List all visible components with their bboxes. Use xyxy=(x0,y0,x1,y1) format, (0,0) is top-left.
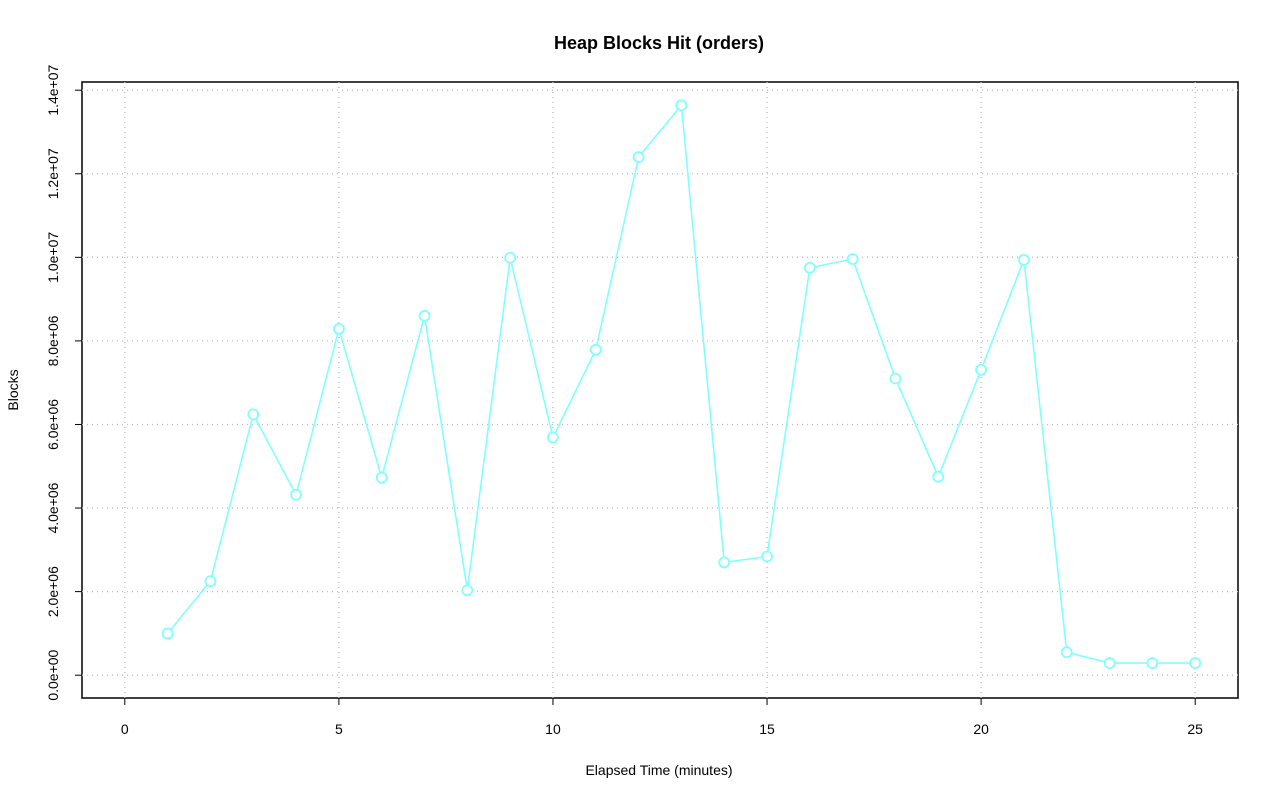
data-point xyxy=(803,261,816,274)
data-point xyxy=(632,151,645,163)
y-tick-label: 0.0e+00 xyxy=(45,649,61,700)
data-point xyxy=(1189,657,1202,669)
data-point xyxy=(846,253,859,265)
y-axis-label: Blocks xyxy=(5,369,21,410)
y-tick-label: 1.2e+07 xyxy=(45,148,61,199)
data-line xyxy=(167,103,1196,664)
x-axis-label: Elapsed Time (minutes) xyxy=(585,762,732,778)
data-point xyxy=(1060,646,1073,659)
x-tick-label: 20 xyxy=(973,721,989,737)
data-point xyxy=(1018,253,1030,266)
data-point xyxy=(504,251,517,264)
data-point xyxy=(290,488,302,501)
y-tick-label: 4.0e+06 xyxy=(45,482,61,533)
x-tick-label: 5 xyxy=(335,721,343,737)
data-point xyxy=(1103,657,1116,669)
data-point xyxy=(247,408,260,421)
data-point xyxy=(204,575,217,588)
y-tick-label: 1.0e+07 xyxy=(45,232,61,283)
data-point xyxy=(589,343,602,356)
data-point xyxy=(718,556,731,569)
data-point xyxy=(1146,657,1159,669)
x-tick-label: 15 xyxy=(759,721,775,737)
y-tick-label: 6.0e+06 xyxy=(45,399,61,450)
data-point xyxy=(161,627,174,640)
data-point xyxy=(375,471,388,484)
chart-title: Heap Blocks Hit (orders) xyxy=(554,33,764,53)
data-point xyxy=(761,550,773,563)
data-point xyxy=(675,99,688,112)
y-tick-label: 1.4e+07 xyxy=(45,64,61,115)
data-point xyxy=(932,470,945,483)
plot-frame xyxy=(81,81,1239,699)
data-point xyxy=(889,372,902,385)
data-point xyxy=(418,309,431,322)
y-tick-label: 8.0e+06 xyxy=(45,315,61,366)
data-point xyxy=(547,431,559,444)
x-tick-label: 25 xyxy=(1187,721,1203,737)
data-point xyxy=(332,322,345,335)
x-tick-label: 0 xyxy=(121,721,129,737)
data-point xyxy=(975,363,988,376)
x-tick-label: 10 xyxy=(545,721,561,737)
data-point xyxy=(461,584,474,597)
y-tick-label: 2.0e+06 xyxy=(45,566,61,617)
